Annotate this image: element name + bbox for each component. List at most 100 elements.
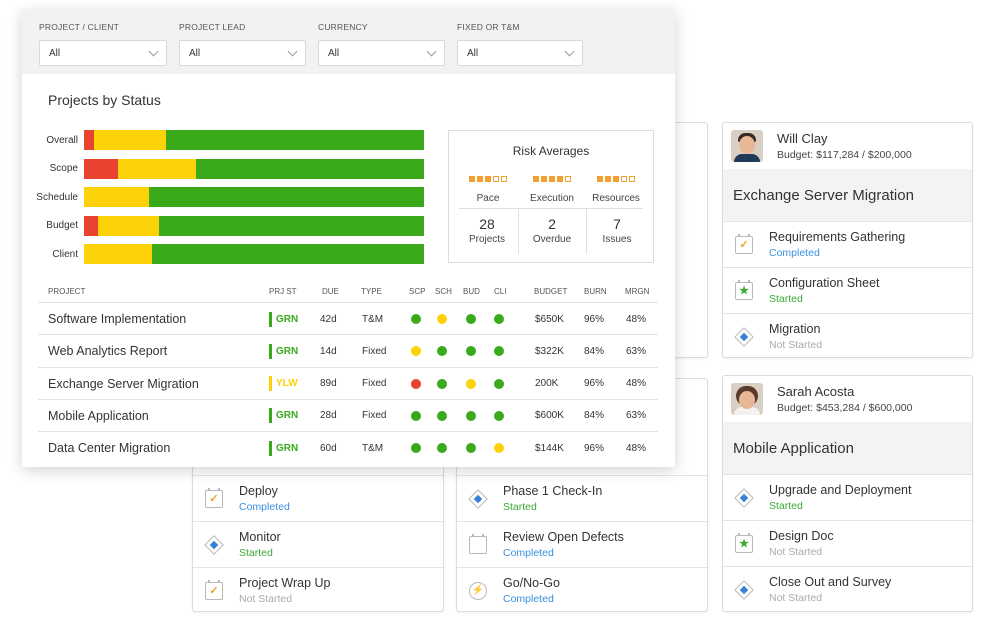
scp-cell [411,368,421,400]
lightning-icon: ⚡ [469,581,487,600]
currency-select[interactable]: All [318,40,445,66]
table-row[interactable]: Data Center Migration GRN 60d T&M $144K 96% 48… [38,431,658,463]
status-dot [494,378,504,389]
bar-segment [84,215,98,236]
risk-gauge-resources: Resources [582,169,650,204]
table-row[interactable]: Web Analytics Report GRN 14d Fixed $322K 84% 6… [38,334,658,366]
calendar-check-icon: ✓ [735,233,753,254]
col-header-cli[interactable]: CLI [494,287,507,296]
col-header-type[interactable]: TYPE [361,287,382,296]
bud-cell [466,432,476,464]
table-row[interactable]: Software Implementation GRN 42d T&M $650K 96%… [38,302,658,334]
col-header-prj-st[interactable]: PRJ ST [269,287,297,296]
bar-segment [97,215,159,236]
cli-cell [494,432,504,464]
bar-label: Budget [46,220,78,231]
project-client-select[interactable]: All [39,40,167,66]
cli-cell [494,368,504,400]
cli-cell [494,303,504,335]
budget-cell: $650K [535,303,564,335]
chevron-down-icon [287,46,298,56]
col-header-project[interactable]: PROJECT [48,287,86,296]
gauge-label: Execution [530,193,574,204]
table-row[interactable]: Mobile Application GRN 28d Fixed $600K 84% 63% [38,398,658,432]
task-name: Close Out and Survey [769,575,892,589]
bar-segment [196,158,424,179]
project-name-cell: Data Center Migration [48,432,170,464]
project-title: Mobile Application [723,422,972,474]
task-item[interactable]: Phase 1 Check-In Started [457,475,707,521]
project-card-will-clay[interactable]: Will Clay Budget: $117,284 / $200,000 Ex… [722,122,973,358]
risk-gauge-pace: Pace [454,169,522,204]
col-header-sch[interactable]: SCH [435,287,452,296]
status-bar-row[interactable]: Budget [22,215,424,236]
task-status: Not Started [769,592,823,604]
project-name[interactable]: Data Center Migration [48,441,171,456]
task-item[interactable]: ★ Configuration Sheet Started [723,267,972,313]
task-status: Completed [769,247,820,259]
task-item[interactable]: ⚡ Go/No-Go Completed [457,567,707,613]
margin-cell: 48% [626,432,646,464]
task-name: Design Doc [769,529,834,543]
burn-value: 96% [584,442,605,454]
budget-cell: $144K [535,432,564,464]
due-cell: 60d [320,432,337,464]
status-bar-row[interactable]: Overall [22,130,424,150]
stat-issues[interactable]: 7 Issues [583,208,651,256]
project-lead-select[interactable]: All [179,40,306,66]
task-item[interactable]: ✓ Deploy Completed [193,475,443,521]
prj-status-cell: GRN [269,303,298,335]
col-header-bud[interactable]: BUD [463,287,480,296]
due-cell: 28d [320,400,337,432]
project-card-sarah-acosta[interactable]: Sarah Acosta Budget: $453,284 / $600,000… [722,375,973,612]
status-marker [269,311,272,327]
task-status: Not Started [239,593,293,605]
task-status: Completed [503,547,554,559]
level-square [477,176,483,182]
budget-cell: 200K [535,368,558,400]
gauge-label: Resources [592,193,640,204]
col-header-mrgn[interactable]: MRGN [625,287,650,296]
task-item[interactable]: ✓ Project Wrap Up Not Started [193,567,443,613]
sch-cell [437,335,447,367]
task-item[interactable]: Close Out and Survey Not Started [723,566,972,612]
stat-value: 28 [479,216,495,232]
task-item[interactable]: ✓ Requirements Gathering Completed [723,221,972,267]
bar-label: Schedule [36,191,78,203]
level-square [621,176,627,182]
burn-cell: 84% [584,400,604,432]
task-item[interactable]: Migration Not Started [723,313,972,359]
col-header-burn[interactable]: BURN [584,287,607,296]
task-name: Review Open Defects [503,530,624,544]
stat-projects[interactable]: 28 Projects [453,208,521,256]
task-item[interactable]: ★ Design Doc Not Started [723,520,972,566]
bar-segment [84,244,152,264]
status-bar-row[interactable]: Schedule [22,187,424,207]
status-bar-row[interactable]: Client [22,244,424,264]
sch-cell [437,400,447,432]
status-dot [437,410,447,421]
project-name[interactable]: Exchange Server Migration [48,376,199,391]
project-name[interactable]: Mobile Application [48,408,149,423]
bud-cell [466,400,476,432]
project-name[interactable]: Software Implementation [48,312,187,326]
task-item[interactable]: Monitor Started [193,521,443,567]
col-header-budget[interactable]: BUDGET [534,287,568,296]
status-badge: GRN [269,440,298,456]
stacked-bar [84,187,424,207]
budget-cell: $600K [535,400,564,432]
fixed-tm-select[interactable]: All [457,40,583,66]
chevron-down-icon [148,46,159,56]
chart-title: Projects by Status [48,92,161,108]
table-row[interactable]: Exchange Server Migration YLW 89d Fixed 200K… [38,366,658,400]
select-value: All [467,47,479,59]
stat-overdue[interactable]: 2 Overdue [518,208,586,256]
project-name[interactable]: Web Analytics Report [48,344,168,359]
col-header-due[interactable]: DUE [322,287,339,296]
task-item[interactable]: Upgrade and Deployment Started [723,474,972,520]
col-header-scp[interactable]: SCP [409,287,426,296]
level-square [613,176,619,182]
status-bar-row[interactable]: Scope [22,158,424,179]
task-item[interactable]: Review Open Defects Completed [457,521,707,567]
task-name: Requirements Gathering [769,230,906,244]
